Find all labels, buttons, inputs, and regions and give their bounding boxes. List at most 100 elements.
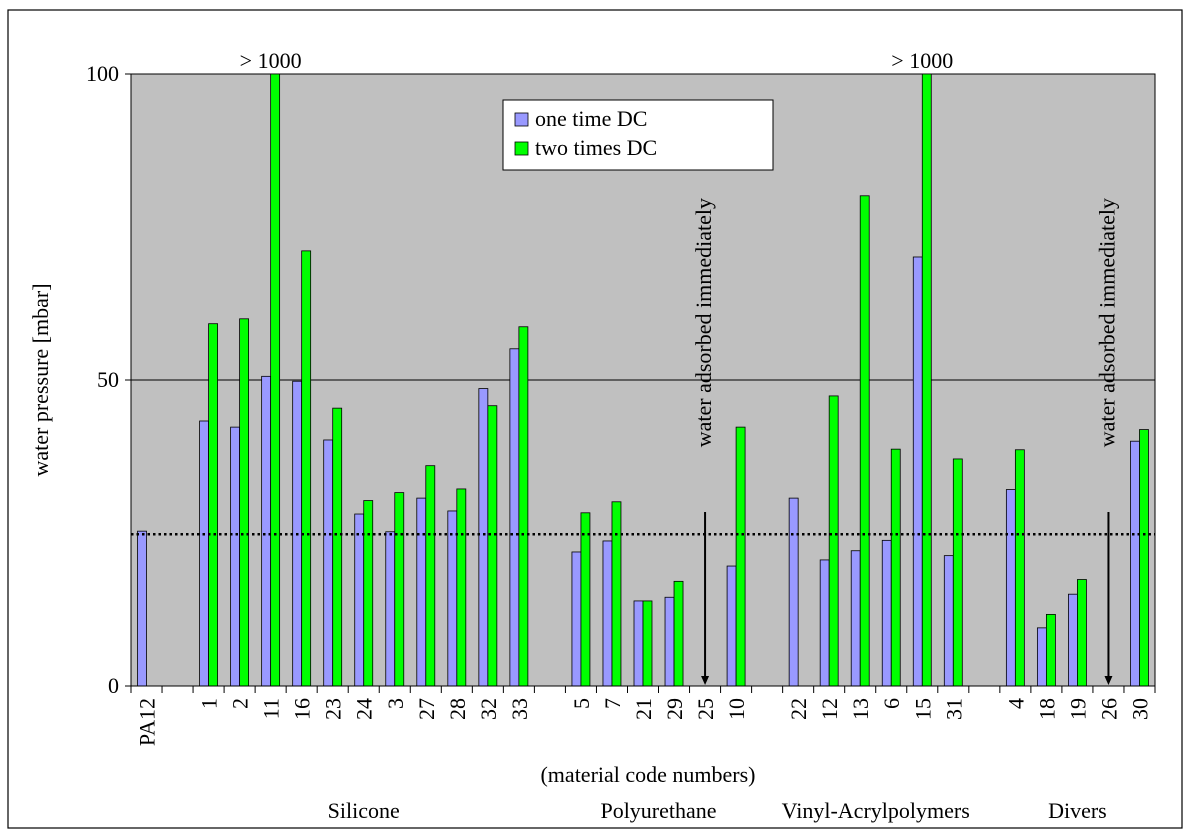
legend-swatch <box>514 141 529 156</box>
bar-one-time-dc <box>1005 489 1016 687</box>
x-tick-label: 10 <box>724 698 749 720</box>
bar-two-times-dc <box>332 407 343 687</box>
x-tick-label: 27 <box>414 698 439 720</box>
legend-box <box>502 99 774 171</box>
bar-two-times-dc <box>1077 579 1087 687</box>
y-axis-label: water pressure [mbar] <box>28 283 53 476</box>
x-tick-label: 21 <box>631 698 656 720</box>
y-tick-label: 100 <box>86 61 119 86</box>
x-tick-label: 33 <box>507 698 532 720</box>
bar-two-times-dc <box>518 326 529 687</box>
bar-one-time-dc <box>633 600 644 687</box>
bar-one-time-dc <box>881 539 892 687</box>
x-tick-label: 32 <box>476 698 501 720</box>
bar-two-times-dc <box>1014 449 1025 687</box>
annotation-text: water adsorbed immediately <box>1094 198 1119 447</box>
bar-two-times-dc <box>1139 429 1149 687</box>
bar-two-times-dc <box>487 405 498 687</box>
y-tick-label: 50 <box>97 367 119 392</box>
legend-label: two times DC <box>535 135 657 160</box>
x-tick-label: 23 <box>321 698 346 720</box>
x-axis-label: (material code numbers) <box>540 762 755 787</box>
bar-one-time-dc <box>571 551 582 687</box>
group-label: Silicone <box>328 798 400 823</box>
x-tick-label: 31 <box>941 698 966 720</box>
bar-one-time-dc <box>230 426 241 687</box>
bar-one-time-dc <box>788 497 799 687</box>
x-tick-label: 2 <box>228 698 253 709</box>
x-tick-label: 4 <box>1003 698 1028 709</box>
bar-one-time-dc <box>199 420 209 687</box>
legend: one time DC two times DC <box>502 99 774 171</box>
bar-one-time-dc <box>602 540 613 687</box>
bar-two-times-dc <box>456 488 467 687</box>
bar-one-time-dc <box>385 531 396 687</box>
bar-two-times-dc <box>270 73 281 687</box>
bar-two-times-dc <box>580 512 591 687</box>
x-tick-label: PA12 <box>135 698 160 746</box>
x-tick-label: 11 <box>259 698 284 719</box>
annotation-text: water adsorbed immediately <box>691 198 716 447</box>
x-tick-label: 13 <box>848 698 873 720</box>
bar-two-times-dc <box>611 501 622 687</box>
bar-two-times-dc <box>859 195 870 687</box>
bar-two-times-dc <box>394 492 405 687</box>
x-tick-label: 26 <box>1096 698 1121 720</box>
x-tick-label: 12 <box>817 698 842 720</box>
x-tick-label: 16 <box>290 698 315 720</box>
x-tick-label: 1 <box>197 698 222 709</box>
bar-one-time-dc <box>912 256 923 687</box>
bar-two-times-dc <box>208 323 218 687</box>
bar-two-times-dc <box>952 458 963 687</box>
group-label: Vinyl-Acrylpolymers <box>782 798 970 823</box>
bar-one-time-dc <box>261 375 272 687</box>
bar-two-times-dc <box>642 600 653 687</box>
bar-two-times-dc <box>239 318 250 687</box>
annotation-text: > 1000 <box>240 48 302 73</box>
x-tick-label: 5 <box>569 698 594 709</box>
bar-one-time-dc <box>850 550 861 687</box>
bar-two-times-dc <box>363 500 374 687</box>
x-tick-label: 3 <box>383 698 408 709</box>
legend-swatch <box>514 112 529 127</box>
bar-one-time-dc <box>323 439 334 687</box>
x-tick-label: 25 <box>693 698 718 720</box>
bar-one-time-dc <box>137 530 147 687</box>
x-tick-label: 19 <box>1065 698 1090 720</box>
x-tick-label: 29 <box>662 698 687 720</box>
x-tick-label: 6 <box>879 698 904 709</box>
annotation-text: > 1000 <box>891 48 953 73</box>
x-axis: PA12 1 2 11 16 23 24 3 27 28 32 33 5 7 21 29 25 10 22 12 13 6… <box>130 685 1156 746</box>
x-tick-label: 7 <box>600 698 625 709</box>
bar-two-times-dc <box>425 465 436 687</box>
bar-two-times-dc <box>828 395 839 687</box>
y-tick-label: 0 <box>108 673 119 698</box>
bar-two-times-dc <box>301 250 312 687</box>
bar-one-time-dc <box>509 348 520 687</box>
x-tick-label: 28 <box>445 698 470 720</box>
bar-two-times-dc <box>1045 613 1056 687</box>
legend-label: one time DC <box>535 106 647 131</box>
bar-one-time-dc <box>1068 593 1078 687</box>
bar-two-times-dc <box>735 426 746 687</box>
bar-one-time-dc <box>354 513 365 687</box>
bar-one-time-dc <box>943 555 954 687</box>
group-labels: Silicone Polyurethane Vinyl-Acrylpolymers D… <box>328 798 1107 823</box>
bar-two-times-dc <box>890 448 901 687</box>
bar-one-time-dc <box>664 596 675 687</box>
bar-two-times-dc <box>673 580 684 687</box>
bar-one-time-dc <box>726 565 737 687</box>
group-label: Divers <box>1048 798 1107 823</box>
annotation-arrowhead <box>1104 676 1113 685</box>
bar-one-time-dc <box>447 510 458 687</box>
x-tick-label: 30 <box>1127 698 1152 720</box>
y-axis: 0 50 100 <box>86 61 132 698</box>
x-tick-label: 22 <box>786 698 811 720</box>
bar-one-time-dc <box>819 559 830 687</box>
x-tick-label: 15 <box>910 698 935 720</box>
bar-one-time-dc <box>1036 627 1047 687</box>
bar-two-times-dc <box>921 73 932 687</box>
bar-one-time-dc <box>478 388 489 687</box>
x-tick-label: 24 <box>352 698 377 720</box>
